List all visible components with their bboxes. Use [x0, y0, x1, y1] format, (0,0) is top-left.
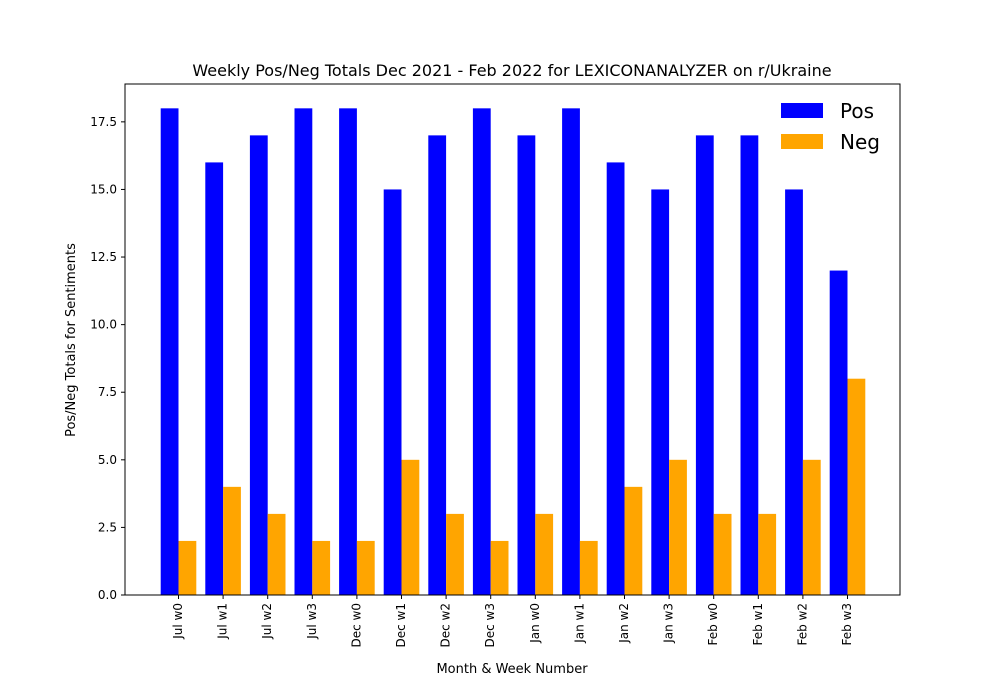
x-tick-label-14: Feb w2 [795, 603, 809, 646]
bar-neg-4 [356, 540, 375, 595]
bar-neg-0 [178, 540, 197, 595]
x-axis-label: Month & Week Number [436, 662, 588, 677]
bar-neg-15 [847, 378, 866, 595]
x-tick-label-2: Jul w2 [260, 603, 274, 640]
plot-area: Jul w0 Jul w1 Jul w2 Jul w3 Dec w0 Dec w1 Dec … [90, 108, 866, 647]
legend: Pos Neg [781, 99, 880, 154]
bar-pos-11 [651, 189, 670, 595]
x-tick-label-11: Jan w3 [662, 603, 676, 644]
y-tick-label-7: 17.5 [90, 115, 117, 129]
bar-pos-4 [339, 108, 357, 595]
y-tick-label-4: 10.0 [90, 318, 117, 332]
bar-neg-10 [624, 486, 643, 595]
bar-pos-13 [740, 135, 759, 596]
bar-neg-11 [669, 459, 687, 595]
bar-pos-1 [205, 162, 224, 595]
x-tick-label-6: Dec w2 [439, 603, 453, 647]
x-tick-label-4: Dec w0 [349, 603, 363, 647]
bar-neg-9 [579, 540, 598, 595]
x-tick-label-12: Feb w0 [706, 603, 720, 646]
x-tick-label-5: Dec w1 [394, 603, 408, 647]
bar-pos-0 [160, 108, 179, 595]
plot-frame [124, 83, 901, 596]
legend-label-neg: Neg [840, 130, 880, 154]
legend-swatch-neg [781, 134, 823, 149]
x-tick-label-7: Dec w3 [483, 603, 497, 647]
bar-pos-7 [472, 108, 491, 595]
x-tick-label-3: Jul w3 [305, 603, 319, 640]
x-tick-label-1: Jul w1 [216, 603, 230, 640]
bar-pos-8 [517, 135, 536, 596]
bar-neg-3 [312, 540, 331, 595]
bar-neg-14 [802, 459, 821, 595]
y-tick-label-5: 12.5 [90, 250, 117, 264]
bar-neg-1 [223, 486, 241, 595]
bar-pos-2 [249, 135, 268, 596]
bar-neg-2 [267, 513, 286, 595]
bar-pos-3 [294, 108, 313, 595]
bar-neg-13 [758, 513, 777, 595]
y-tick-label-6: 15.0 [90, 182, 117, 196]
bar-neg-5 [401, 459, 420, 595]
bar-neg-8 [535, 513, 554, 595]
bar-pos-10 [606, 162, 625, 595]
x-tick-label-8: Jan w0 [528, 603, 542, 644]
y-tick-label-2: 5.0 [98, 453, 117, 467]
y-tick-label-1: 2.5 [98, 520, 117, 534]
bar-pos-14 [785, 189, 803, 595]
legend-swatch-pos [781, 103, 823, 118]
legend-label-pos: Pos [840, 99, 874, 123]
y-tick-label-3: 7.5 [98, 385, 117, 399]
bar-pos-6 [428, 135, 447, 596]
y-axis-label: Pos/Neg Totals for Sentiments [64, 243, 79, 437]
x-tick-label-10: Jan w2 [617, 603, 631, 644]
bar-neg-6 [446, 513, 464, 595]
bar-pos-12 [695, 135, 714, 596]
x-tick-label-9: Jan w1 [572, 603, 586, 644]
bar-pos-5 [383, 189, 402, 595]
x-tick-label-0: Jul w0 [171, 603, 185, 640]
y-tick-label-0: 0.0 [98, 588, 117, 602]
x-tick-label-15: Feb w3 [840, 603, 854, 646]
x-tick-label-13: Feb w1 [751, 603, 765, 646]
bar-neg-12 [713, 513, 732, 595]
bar-neg-7 [490, 540, 509, 595]
bar-pos-9 [562, 108, 580, 595]
chart-title: Weekly Pos/Neg Totals Dec 2021 - Feb 202… [192, 61, 831, 80]
bar-pos-15 [829, 270, 848, 595]
